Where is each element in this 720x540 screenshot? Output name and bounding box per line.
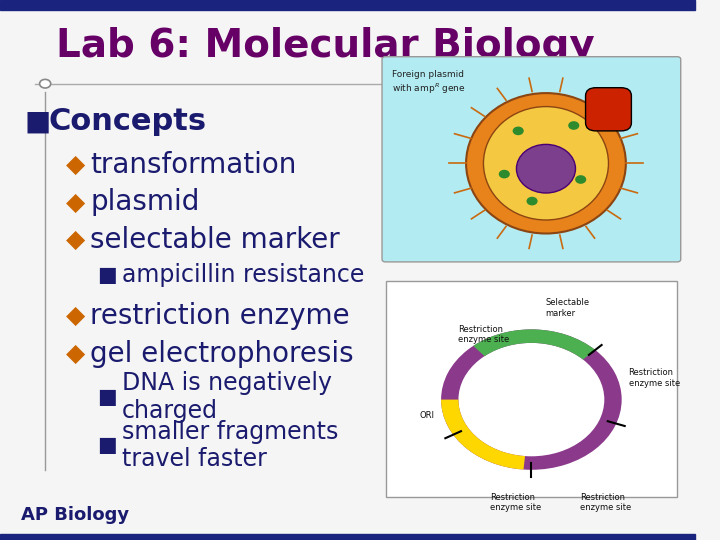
Bar bbox=[385, 281, 678, 497]
Wedge shape bbox=[441, 400, 525, 470]
Text: Foreign plasmid
with amp$^R$ gene: Foreign plasmid with amp$^R$ gene bbox=[392, 70, 466, 96]
Text: transformation: transformation bbox=[90, 151, 297, 179]
Text: gel electrophoresis: gel electrophoresis bbox=[90, 340, 354, 368]
Circle shape bbox=[513, 126, 523, 135]
Ellipse shape bbox=[516, 144, 575, 193]
Bar bbox=[0, 0, 695, 10]
Text: ◆: ◆ bbox=[66, 304, 85, 328]
Bar bbox=[0, 534, 695, 540]
Text: AP Biology: AP Biology bbox=[21, 506, 129, 524]
Text: ■: ■ bbox=[97, 387, 117, 407]
Text: ◆: ◆ bbox=[66, 342, 85, 366]
Circle shape bbox=[575, 175, 586, 184]
Text: ■: ■ bbox=[97, 265, 117, 286]
Text: plasmid: plasmid bbox=[90, 188, 199, 217]
Text: ■: ■ bbox=[97, 435, 117, 456]
Wedge shape bbox=[473, 329, 595, 360]
Text: ■: ■ bbox=[24, 107, 50, 136]
Ellipse shape bbox=[483, 106, 608, 220]
Text: ◆: ◆ bbox=[66, 153, 85, 177]
FancyBboxPatch shape bbox=[585, 87, 631, 131]
Text: ◆: ◆ bbox=[66, 191, 85, 214]
Circle shape bbox=[568, 121, 580, 130]
Text: Restriction
enzyme site: Restriction enzyme site bbox=[629, 368, 680, 388]
Wedge shape bbox=[441, 329, 621, 470]
Text: Lab 6: Molecular Biology: Lab 6: Molecular Biology bbox=[55, 27, 594, 65]
Ellipse shape bbox=[466, 93, 626, 233]
Text: restriction enzyme: restriction enzyme bbox=[90, 302, 350, 330]
Text: smaller fragments
travel faster: smaller fragments travel faster bbox=[122, 420, 338, 471]
Circle shape bbox=[40, 79, 50, 88]
Text: Selectable
marker: Selectable marker bbox=[545, 298, 590, 318]
Text: Restriction
enzyme site: Restriction enzyme site bbox=[490, 492, 541, 512]
Text: Concepts: Concepts bbox=[49, 107, 207, 136]
Text: ampicillin resistance: ampicillin resistance bbox=[122, 264, 364, 287]
Circle shape bbox=[526, 197, 538, 205]
Circle shape bbox=[499, 170, 510, 178]
Text: ORI: ORI bbox=[419, 411, 434, 420]
Text: DNA is negatively
charged: DNA is negatively charged bbox=[122, 371, 331, 423]
Text: selectable marker: selectable marker bbox=[90, 226, 340, 254]
Text: Restriction
enzyme site: Restriction enzyme site bbox=[580, 492, 631, 512]
FancyBboxPatch shape bbox=[382, 57, 680, 262]
Text: Restriction
enzyme site: Restriction enzyme site bbox=[459, 325, 510, 345]
Text: ◆: ◆ bbox=[66, 228, 85, 252]
